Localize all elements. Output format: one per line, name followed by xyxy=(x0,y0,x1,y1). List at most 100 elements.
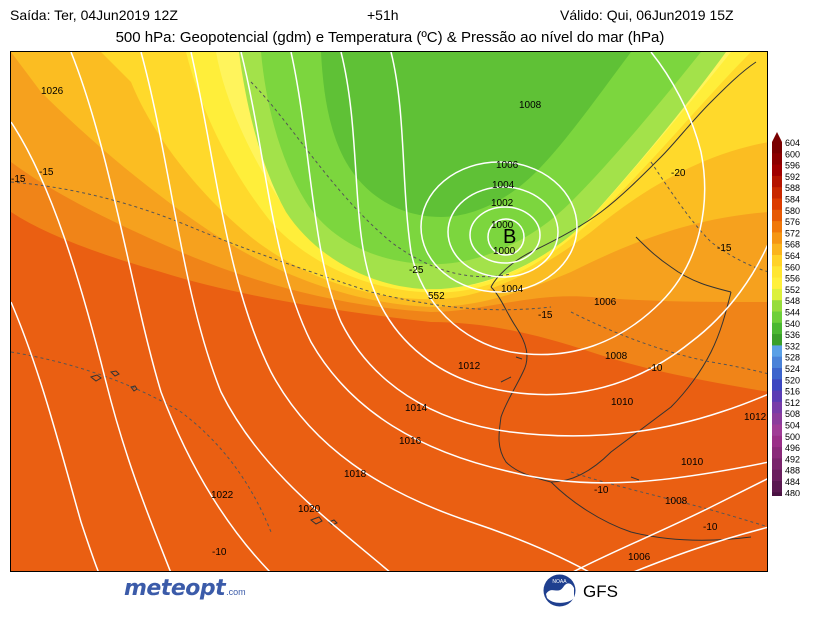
isobar-label: 1018 xyxy=(344,469,367,480)
legend-level-label: 528 xyxy=(785,353,800,363)
temperature-label: -15 xyxy=(538,310,553,321)
low-pressure-marker: B xyxy=(503,226,516,248)
color-scale: 6046005965925885845805765725685645605565… xyxy=(772,132,800,514)
isobar-label: 1006 xyxy=(628,552,651,563)
legend-level-label: 512 xyxy=(785,398,800,408)
coastline-pyrenees xyxy=(635,236,732,293)
legend-level-label: 504 xyxy=(785,421,800,431)
isotherms xyxy=(11,81,767,533)
legend-swatch xyxy=(772,368,782,380)
legend-swatch xyxy=(772,401,782,414)
legend-swatch xyxy=(772,266,782,279)
legend-level-label: 572 xyxy=(785,228,800,238)
legend-swatch xyxy=(772,447,782,459)
legend-level-label: 484 xyxy=(785,477,800,487)
legend-level-label: 548 xyxy=(785,296,800,306)
legend-swatch xyxy=(772,277,782,290)
temperature-label: -15 xyxy=(11,174,26,185)
isobar-label: 1010 xyxy=(681,457,704,468)
legend-swatch xyxy=(772,345,782,358)
isobar-label: 1012 xyxy=(458,361,481,372)
isobar-label: 1022 xyxy=(211,490,234,501)
legend-level-label: 524 xyxy=(785,364,800,374)
legend-level-label: 532 xyxy=(785,341,800,351)
legend-arrow-up xyxy=(772,132,782,142)
country-borders xyxy=(500,356,640,481)
legend-level-label: 520 xyxy=(785,375,800,385)
temperature-label: -15 xyxy=(717,243,732,254)
isobar-label: 1004 xyxy=(501,284,524,295)
legend-level-label: 560 xyxy=(785,262,800,272)
isobar-label: 1010 xyxy=(611,397,634,408)
isobar-label: 1020 xyxy=(298,504,321,515)
legend-swatch xyxy=(772,469,782,482)
isobar-label: 1004 xyxy=(492,180,515,191)
legend-level-label: 480 xyxy=(785,488,800,496)
isobar-label: 1008 xyxy=(605,351,628,362)
legend-level-label: 552 xyxy=(785,285,800,295)
isobar-label: 1016 xyxy=(399,436,422,447)
legend-swatch xyxy=(772,356,782,369)
legend-level-label: 592 xyxy=(785,172,800,182)
isobar-label: 1002 xyxy=(491,198,514,209)
legend-swatch xyxy=(772,164,782,177)
meteopt-logo: meteopt.com xyxy=(124,576,246,606)
model-name: GFS xyxy=(583,582,618,601)
coastline-north-africa xyxy=(550,481,752,541)
legend-level-label: 580 xyxy=(785,206,800,216)
temperature-label: -10 xyxy=(212,547,227,558)
isobar-label: 1000 xyxy=(491,220,514,231)
temperature-label: -20 xyxy=(671,168,686,179)
coastline-france xyxy=(490,61,757,288)
logo-text-meteo: meteo xyxy=(124,576,200,601)
legend-level-label: 496 xyxy=(785,443,800,453)
legend-swatch xyxy=(772,322,782,335)
azores-islands xyxy=(89,370,138,392)
temperature-label: -15 xyxy=(39,167,54,178)
temperature-label: -10 xyxy=(703,522,718,533)
legend-level-label: 516 xyxy=(785,387,800,397)
legend-level-label: 536 xyxy=(785,330,800,340)
isobar-label: 1006 xyxy=(594,297,617,308)
legend-level-label: 596 xyxy=(785,161,800,171)
legend-swatch xyxy=(772,435,782,448)
isobar-label: 1000 xyxy=(493,246,516,257)
map-canvas: B 1026 1008 1006 1004 1002 1000 1000 100… xyxy=(11,52,767,571)
legend-swatch xyxy=(772,198,782,211)
isobar-label: 1026 xyxy=(41,86,64,97)
temperature-label: -10 xyxy=(648,363,663,374)
legend-swatch xyxy=(772,413,782,425)
valid-time: Válido: Qui, 06Jun2019 15Z xyxy=(560,7,734,23)
isobar-label: 1012 xyxy=(744,412,767,423)
map-title: 500 hPa: Geopotencial (gdm) e Temperatur… xyxy=(115,29,665,46)
logo-text-pt: pt xyxy=(199,576,226,601)
noaa-label: NOAA xyxy=(552,579,567,585)
legend-level-label: 508 xyxy=(785,409,800,419)
legend-swatch xyxy=(772,424,782,437)
forecast-lead-time: +51h xyxy=(367,7,399,23)
legend-swatch xyxy=(772,142,782,154)
legend-swatch xyxy=(772,311,782,324)
temperature-label: -25 xyxy=(409,265,424,276)
legend-level-label: 564 xyxy=(785,251,800,261)
logo-suffix: .com xyxy=(226,587,246,597)
legend-swatch xyxy=(772,175,782,188)
legend-swatch xyxy=(772,390,782,403)
legend-level-label: 576 xyxy=(785,217,800,227)
legend-level-label: 540 xyxy=(785,319,800,329)
legend-swatch xyxy=(772,221,782,233)
madeira-islands xyxy=(310,516,338,526)
legend-level-label: 492 xyxy=(785,454,800,464)
legend-level-label: 604 xyxy=(785,138,800,148)
legend-level-label: 584 xyxy=(785,195,800,205)
legend-swatch xyxy=(772,243,782,256)
isobar-label: 1014 xyxy=(405,403,428,414)
issue-time: Saída: Ter, 04Jun2019 12Z xyxy=(10,7,178,23)
legend-swatch xyxy=(772,209,782,222)
legend-level-label: 544 xyxy=(785,308,800,318)
noaa-logo-icon: NOAA xyxy=(543,574,576,607)
legend-swatch xyxy=(772,153,782,166)
legend-level-label: 568 xyxy=(785,240,800,250)
isobar-label: 1006 xyxy=(496,160,519,171)
legend-swatch xyxy=(772,255,782,267)
